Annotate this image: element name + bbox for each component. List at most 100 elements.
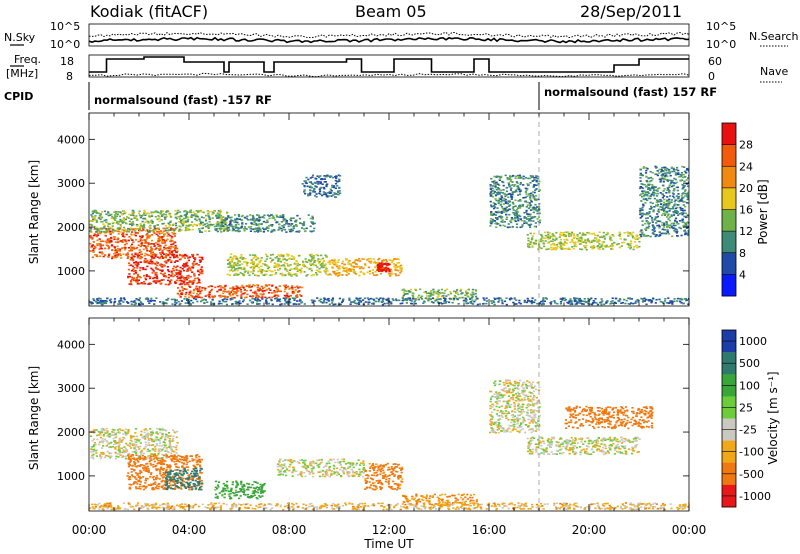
scatter-cell — [519, 215, 522, 218]
scatter-cell — [121, 229, 124, 231]
scatter-cell — [647, 197, 650, 200]
scatter-cell — [107, 211, 110, 213]
scatter-cell — [530, 200, 533, 203]
scatter-cell — [155, 210, 158, 212]
scatter-cell — [564, 247, 567, 250]
scatter-cell — [345, 268, 348, 270]
scatter-cell — [613, 301, 617, 304]
scatter-cell — [358, 257, 361, 260]
scatter-cell — [128, 273, 131, 275]
scatter-cell — [523, 220, 526, 222]
scatter-cell — [363, 258, 366, 260]
scatter-cell — [89, 234, 92, 237]
scatter-cell — [533, 177, 536, 179]
scatter-cell — [300, 301, 304, 303]
scatter-cell — [278, 216, 281, 218]
scatter-cell — [663, 198, 666, 201]
scatter-cell — [241, 273, 244, 275]
scatter-cell — [128, 220, 131, 223]
scatter-cell — [229, 298, 232, 301]
scatter-cell — [390, 302, 393, 305]
scatter-cell — [593, 301, 596, 304]
scatter-cell — [217, 285, 220, 288]
scatter-cell — [396, 265, 400, 268]
power-colorbar-tick-label: 24 — [739, 160, 753, 173]
scatter-cell — [128, 264, 131, 267]
scatter-cell — [258, 219, 261, 221]
scatter-cell — [465, 299, 468, 301]
scatter-cell — [236, 264, 239, 267]
scatter-cell — [325, 256, 328, 258]
scatter-cell — [681, 197, 684, 199]
scatter-cell — [292, 227, 295, 230]
scatter-cell — [507, 182, 510, 184]
scatter-cell — [148, 226, 151, 228]
scatter-cell — [519, 182, 522, 184]
scatter-cell — [580, 236, 583, 239]
scatter-cell — [579, 299, 583, 302]
scatter-cell — [601, 236, 604, 239]
scatter-cell — [666, 223, 669, 226]
scatter-cell — [111, 255, 114, 258]
scatter-cell — [139, 229, 142, 231]
scatter-cell — [621, 241, 624, 244]
scatter-cell — [379, 270, 382, 272]
scatter-cell — [510, 193, 513, 196]
scatter-cell — [669, 208, 672, 210]
scatter-cell — [345, 274, 348, 277]
scatter-cell — [672, 211, 675, 213]
scatter-cell — [436, 296, 439, 298]
scatter-cell — [277, 263, 280, 265]
scatter-cell — [135, 280, 138, 283]
scatter-cell — [264, 260, 267, 262]
scatter-cell — [215, 227, 218, 230]
scatter-cell — [665, 200, 668, 203]
scatter-cell — [641, 212, 644, 215]
scatter-cell — [293, 290, 296, 293]
scatter-cell — [489, 220, 492, 222]
scatter-cell — [328, 259, 331, 262]
scatter-cell — [151, 272, 154, 274]
scatter-cell — [305, 275, 308, 277]
scatter-cell — [688, 175, 689, 177]
scatter-cell — [345, 270, 348, 272]
scatter-cell — [313, 187, 316, 190]
y-tick-label: 1000 — [57, 265, 85, 278]
scatter-cell — [282, 264, 285, 266]
scatter-cell — [174, 232, 177, 235]
scatter-cell — [440, 288, 443, 291]
scatter-cell — [611, 302, 614, 305]
scatter-cell — [163, 264, 166, 266]
scatter-cell — [153, 257, 156, 259]
scatter-cell — [646, 222, 649, 224]
scatter-cell — [188, 256, 191, 258]
scatter-cell — [175, 269, 178, 271]
scatter-cell — [283, 290, 286, 293]
scatter-cell — [675, 212, 678, 214]
scatter-cell — [132, 301, 135, 303]
scatter-cell — [584, 301, 588, 304]
scatter-cell — [106, 430, 109, 432]
scatter-cell — [156, 231, 159, 233]
scatter-cell — [501, 221, 504, 223]
scatter-cell — [666, 229, 669, 231]
scatter-cell — [527, 207, 530, 210]
scatter-cell — [386, 264, 389, 266]
scatter-cell — [611, 248, 614, 250]
scatter-cell — [294, 266, 297, 269]
scatter-cell — [178, 290, 181, 292]
cpid-label: CPID — [4, 90, 33, 103]
scatter-cell — [167, 210, 170, 213]
scatter-cell — [644, 228, 648, 230]
scatter-cell — [127, 230, 130, 233]
scatter-cell — [249, 299, 252, 302]
scatter-cell — [116, 431, 119, 434]
scatter-cell — [667, 218, 670, 220]
scatter-cell — [661, 224, 664, 226]
scatter-cell — [229, 297, 232, 300]
scatter-cell — [325, 175, 328, 178]
scatter-cell — [664, 172, 667, 174]
scatter-cell — [118, 215, 121, 218]
scatter-cell — [266, 230, 270, 232]
scatter-cell — [228, 293, 231, 295]
